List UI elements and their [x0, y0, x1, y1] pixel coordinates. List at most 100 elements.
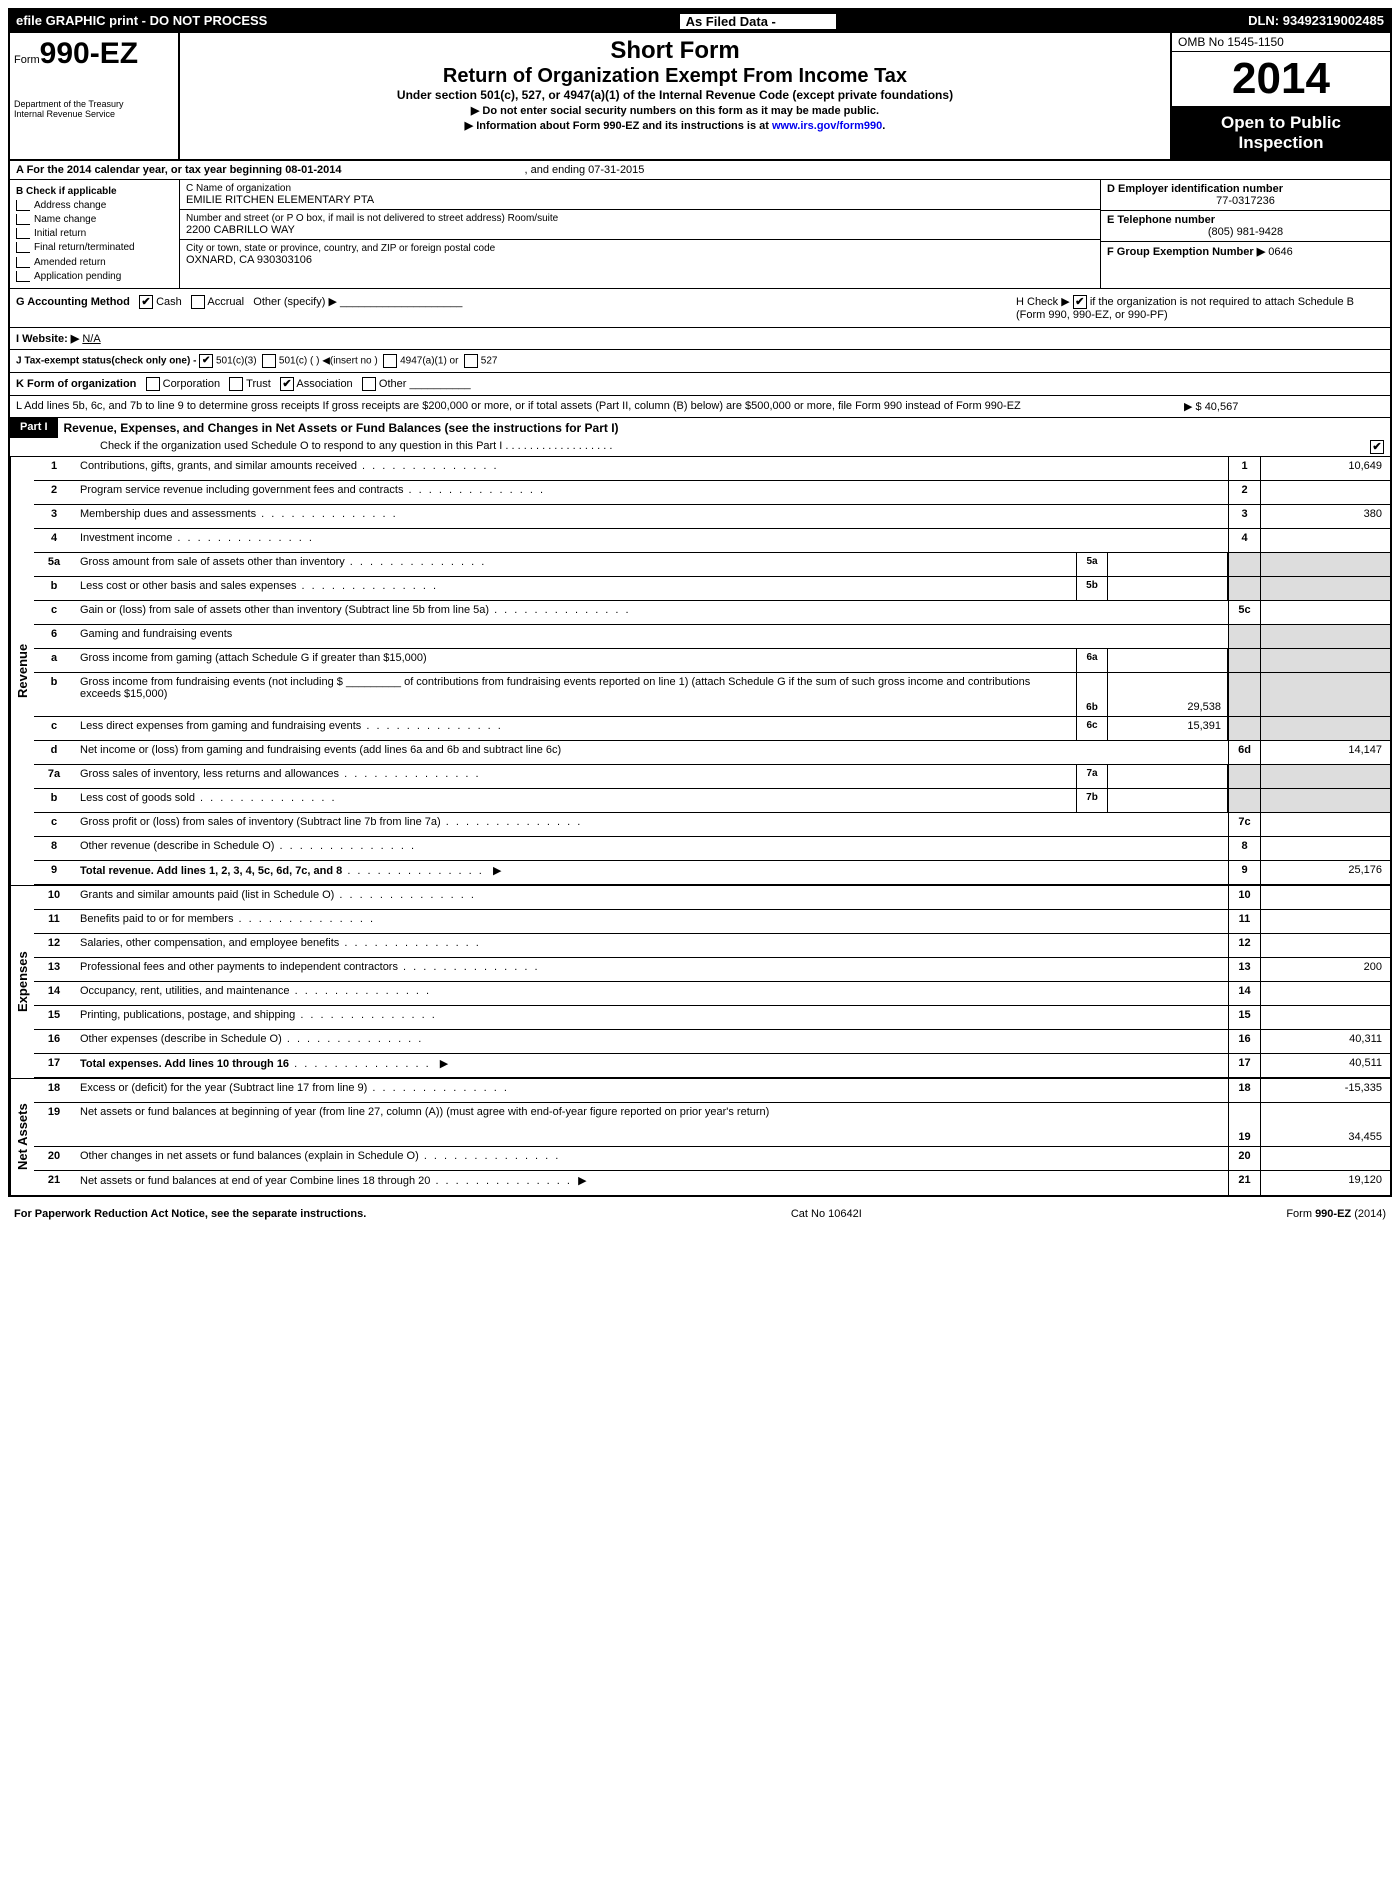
irs-link[interactable]: www.irs.gov/form990 [772, 120, 882, 132]
chk-schedule-o[interactable]: ✔ [1370, 440, 1384, 454]
row-k-org-form: K Form of organization Corporation Trust… [10, 373, 1390, 396]
chk-corporation[interactable] [146, 377, 160, 391]
omb-number: OMB No 1545-1150 [1172, 33, 1390, 52]
line-5b: bLess cost or other basis and sales expe… [34, 577, 1390, 601]
title-short-form: Short Form [188, 37, 1162, 65]
col-b-checkboxes: B Check if applicable Address change Nam… [10, 180, 180, 288]
line-18: 18Excess or (deficit) for the year (Subt… [34, 1079, 1390, 1103]
group-exempt-label: F Group Exemption Number ▶ [1107, 246, 1265, 258]
line-11: 11Benefits paid to or for members11 [34, 910, 1390, 934]
header-left: Form990-EZ Department of the Treasury In… [10, 33, 180, 159]
line-6c: cLess direct expenses from gaming and fu… [34, 717, 1390, 741]
chk-name-change[interactable]: Name change [16, 214, 173, 225]
chk-other[interactable] [362, 377, 376, 391]
phone-value: (805) 981-9428 [1107, 226, 1384, 238]
part-title: Revenue, Expenses, and Changes in Net As… [58, 418, 1390, 438]
header-mid: Short Form Return of Organization Exempt… [180, 33, 1170, 159]
line-3: 3Membership dues and assessments3380 [34, 505, 1390, 529]
part-number: Part I [10, 418, 58, 438]
line-13: 13Professional fees and other payments t… [34, 958, 1390, 982]
chk-501c[interactable] [262, 354, 276, 368]
footer-cat-no: Cat No 10642I [791, 1208, 862, 1220]
col-c-org: C Name of organization EMILIE RITCHEN EL… [180, 180, 1100, 288]
line-4: 4Investment income4 [34, 529, 1390, 553]
org-name: EMILIE RITCHEN ELEMENTARY PTA [186, 194, 1094, 206]
part-1-header: Part I Revenue, Expenses, and Changes in… [10, 418, 1390, 438]
chk-final-return[interactable]: Final return/terminated [16, 242, 173, 253]
line-1: 1Contributions, gifts, grants, and simil… [34, 457, 1390, 481]
form-990ez: efile GRAPHIC print - DO NOT PROCESS As … [8, 8, 1392, 1197]
row-gh: G Accounting Method ✔ Cash Accrual Other… [10, 289, 1390, 328]
netassets-label: Net Assets [10, 1079, 34, 1195]
chk-cash[interactable]: ✔ [139, 295, 153, 309]
chk-4947[interactable] [383, 354, 397, 368]
line-5a: 5aGross amount from sale of assets other… [34, 553, 1390, 577]
chk-initial-return[interactable]: Initial return [16, 228, 173, 239]
open-inspection: Open to Public Inspection [1172, 107, 1390, 159]
line-10: 10Grants and similar amounts paid (list … [34, 886, 1390, 910]
h-schedule-b: H Check ▶ ✔ if the organization is not r… [1010, 289, 1390, 327]
chk-association[interactable]: ✔ [280, 377, 294, 391]
top-bar: efile GRAPHIC print - DO NOT PROCESS As … [10, 10, 1390, 33]
line-6: 6Gaming and fundraising events [34, 625, 1390, 649]
row-i-website: I Website: ▶ N/A [10, 328, 1390, 350]
title-return: Return of Organization Exempt From Incom… [188, 65, 1162, 88]
street-label: Number and street (or P O box, if mail i… [186, 213, 1094, 224]
row-l-gross-receipts: L Add lines 5b, 6c, and 7b to line 9 to … [10, 396, 1390, 418]
line-7c: cGross profit or (loss) from sales of in… [34, 813, 1390, 837]
group-exempt-value: 0646 [1268, 246, 1292, 258]
line-9: 9Total revenue. Add lines 1, 2, 3, 4, 5c… [34, 861, 1390, 885]
line-15: 15Printing, publications, postage, and s… [34, 1006, 1390, 1030]
chk-app-pending[interactable]: Application pending [16, 271, 173, 282]
footer-right: Form 990-EZ (2014) [1286, 1208, 1386, 1220]
city-label: City or town, state or province, country… [186, 243, 1094, 254]
note-ssn: ▶ Do not enter social security numbers o… [188, 104, 1162, 117]
chk-amended-return[interactable]: Amended return [16, 257, 173, 268]
ein-value: 77-0317236 [1107, 195, 1384, 207]
tax-year: 2014 [1172, 52, 1390, 107]
chk-address-change[interactable]: Address change [16, 200, 173, 211]
line-16: 16Other expenses (describe in Schedule O… [34, 1030, 1390, 1054]
chk-accrual[interactable] [191, 295, 205, 309]
row-j-tax-status: J Tax-exempt status(check only one) - ✔ … [10, 350, 1390, 373]
line-17: 17Total expenses. Add lines 10 through 1… [34, 1054, 1390, 1078]
g-accounting: G Accounting Method ✔ Cash Accrual Other… [10, 289, 1010, 327]
revenue-label: Revenue [10, 457, 34, 885]
note-info: ▶ Information about Form 990-EZ and its … [188, 119, 1162, 132]
line-6a: aGross income from gaming (attach Schedu… [34, 649, 1390, 673]
dept-irs: Internal Revenue Service [14, 109, 174, 119]
line-14: 14Occupancy, rent, utilities, and mainte… [34, 982, 1390, 1006]
top-right: DLN: 93492319002485 [1248, 13, 1384, 30]
gross-receipts-amount: ▶ $ 40,567 [1184, 400, 1384, 413]
subtitle: Under section 501(c), 527, or 4947(a)(1)… [188, 88, 1162, 102]
website-value: N/A [82, 333, 100, 345]
dept-treasury: Department of the Treasury [14, 99, 174, 109]
line-20: 20Other changes in net assets or fund ba… [34, 1147, 1390, 1171]
line-19: 19Net assets or fund balances at beginni… [34, 1103, 1390, 1147]
line-8: 8Other revenue (describe in Schedule O)8 [34, 837, 1390, 861]
footer: For Paperwork Reduction Act Notice, see … [8, 1205, 1392, 1223]
footer-left: For Paperwork Reduction Act Notice, see … [14, 1208, 366, 1220]
top-mid: As Filed Data - [679, 13, 837, 30]
header-right: OMB No 1545-1150 2014 Open to Public Ins… [1170, 33, 1390, 159]
revenue-section: Revenue 1Contributions, gifts, grants, a… [10, 457, 1390, 885]
line-21: 21Net assets or fund balances at end of … [34, 1171, 1390, 1195]
col-d-ein: D Employer identification number 77-0317… [1100, 180, 1390, 288]
line-7b: bLess cost of goods sold7b [34, 789, 1390, 813]
chk-501c3[interactable]: ✔ [199, 354, 213, 368]
section-bcd: B Check if applicable Address change Nam… [10, 180, 1390, 289]
expenses-label: Expenses [10, 886, 34, 1078]
row-a-tax-year: A For the 2014 calendar year, or tax yea… [10, 161, 1390, 180]
ein-label: D Employer identification number [1107, 183, 1283, 195]
netassets-section: Net Assets 18Excess or (deficit) for the… [10, 1078, 1390, 1195]
line-6d: dNet income or (loss) from gaming and fu… [34, 741, 1390, 765]
chk-schedule-b[interactable]: ✔ [1073, 295, 1087, 309]
chk-trust[interactable] [229, 377, 243, 391]
top-left: efile GRAPHIC print - DO NOT PROCESS [16, 13, 267, 30]
street-value: 2200 CABRILLO WAY [186, 224, 1094, 236]
line-2: 2Program service revenue including gover… [34, 481, 1390, 505]
chk-527[interactable] [464, 354, 478, 368]
form-prefix: Form [14, 54, 40, 66]
line-5c: cGain or (loss) from sale of assets othe… [34, 601, 1390, 625]
phone-label: E Telephone number [1107, 214, 1215, 226]
